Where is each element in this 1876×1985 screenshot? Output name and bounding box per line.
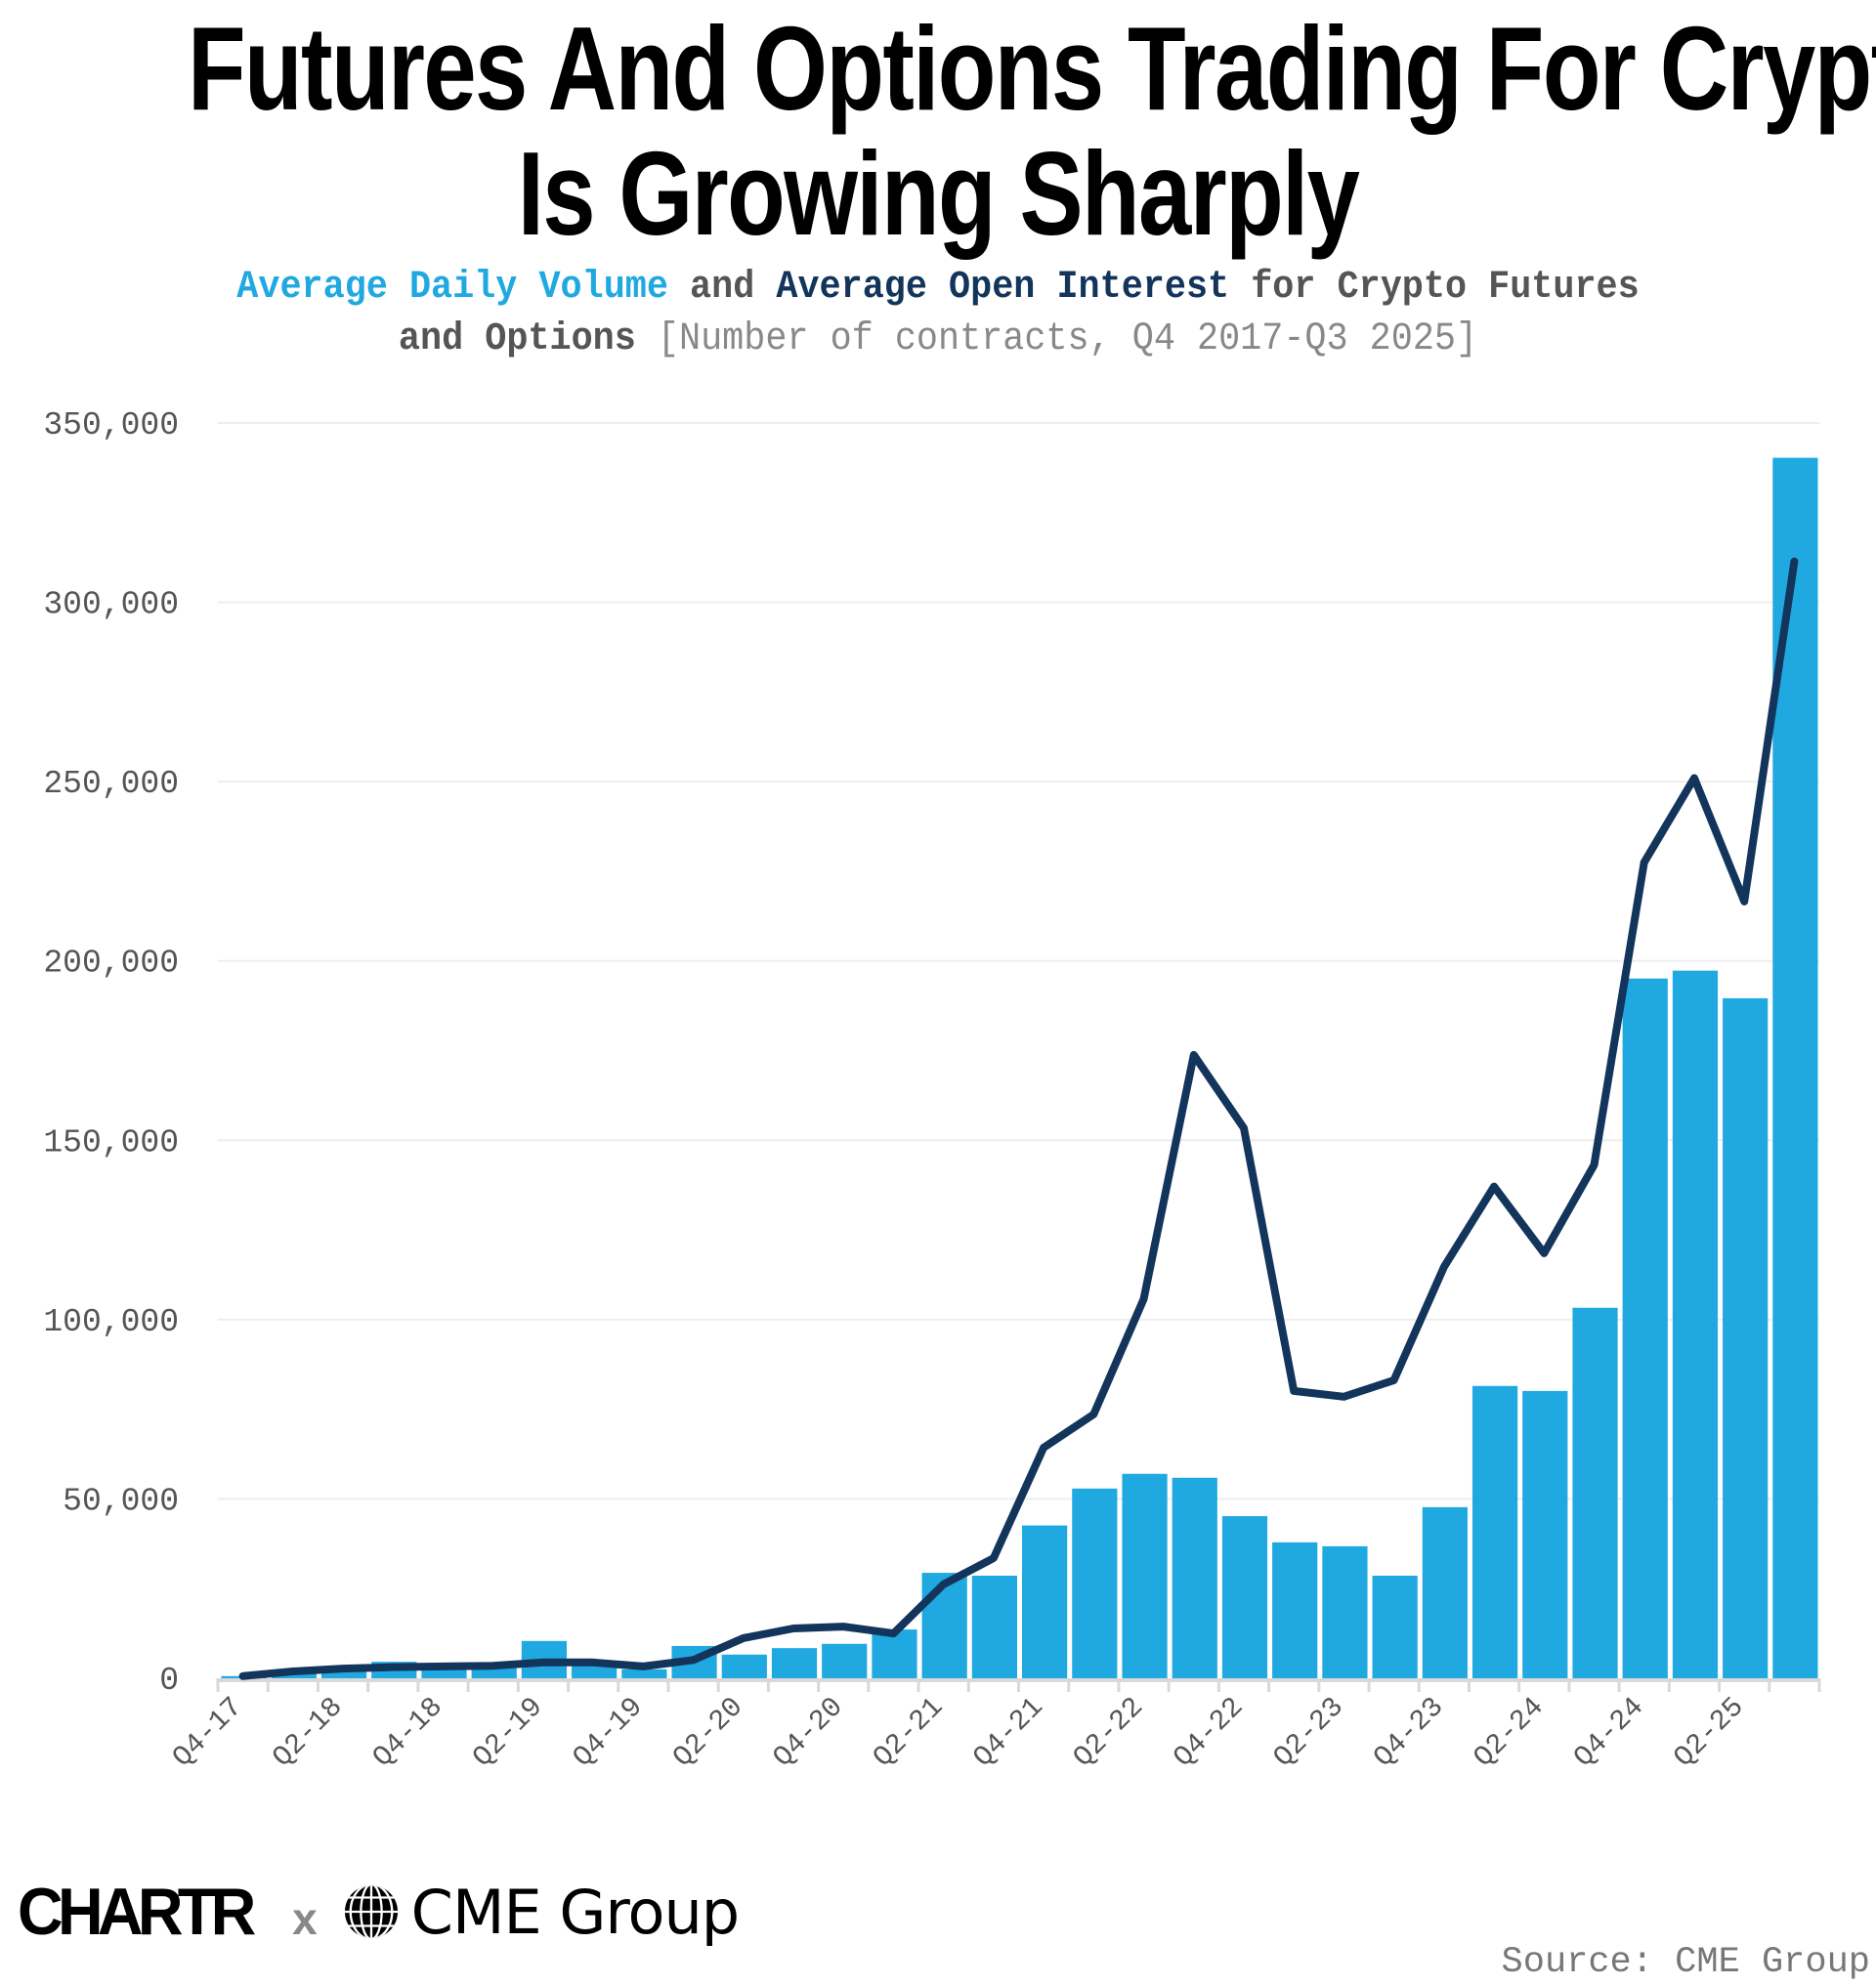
x-tick-label: Q2-25	[1668, 1691, 1751, 1774]
bar-q2-24	[1522, 1390, 1568, 1678]
y-tick-label: 50,000	[63, 1483, 179, 1519]
x-tick-label: Q4-20	[767, 1691, 850, 1774]
subtitle-text: for Crypto Futures	[1229, 266, 1640, 310]
subtitle-text-2: and Options	[398, 317, 636, 361]
cme-group-logo-text: CME Group	[410, 1876, 740, 1948]
bar-q4-20	[822, 1643, 868, 1678]
chart-title-line-1: Futures And Options Trading For Crypto	[188, 2, 1876, 135]
bar-q4-22	[1221, 1516, 1268, 1678]
y-tick-label: 200,000	[43, 946, 179, 982]
bar-q1-22	[1072, 1488, 1118, 1678]
bar-q2-23	[1322, 1545, 1368, 1678]
footer-logos: CHARTR x CME Group	[18, 1868, 740, 1956]
x-tick-label: Q2-24	[1468, 1691, 1551, 1774]
x-tick-label: Q2-18	[267, 1691, 350, 1774]
x-tick-label: Q2-19	[466, 1691, 549, 1774]
subtitle-open-interest-label: Average Open Interest	[776, 266, 1230, 310]
bar-q3-21	[971, 1575, 1017, 1678]
x-tick-label: Q2-23	[1267, 1691, 1350, 1774]
bar-q2-21	[921, 1573, 967, 1678]
bar-q3-23	[1372, 1575, 1418, 1678]
y-axis: 0 50,000 100,000 150,000 200,000 250,000 300,0…	[43, 407, 179, 1699]
bar-q1-24	[1471, 1385, 1518, 1678]
bar-q3-22	[1172, 1477, 1217, 1678]
bar-q4-19	[621, 1668, 667, 1678]
y-tick-label: 250,000	[43, 766, 179, 802]
bar-q1-23	[1272, 1542, 1318, 1678]
x-tick-label: Q2-22	[1067, 1691, 1150, 1774]
bar-q2-22	[1122, 1473, 1168, 1678]
x-tick-label: Q4-19	[567, 1691, 650, 1774]
chart-title-line-2: Is Growing Sharply	[517, 127, 1360, 260]
chart-title: Futures And Options Trading For Crypto I…	[188, 2, 1876, 260]
y-tick-label: 100,000	[43, 1304, 179, 1340]
x-tick-label: Q4-17	[166, 1691, 249, 1774]
x-tick-label: Q4-24	[1567, 1691, 1650, 1774]
bar-q2-25	[1723, 997, 1769, 1678]
source-note: Source: CME Group	[1501, 1942, 1870, 1983]
x-tick-label: Q4-18	[366, 1691, 449, 1774]
bar-q3-19	[572, 1664, 618, 1678]
bar-q2-20	[721, 1654, 767, 1678]
bar-q1-21	[872, 1629, 917, 1678]
globe-icon	[344, 1884, 398, 1939]
subtitle-and: and	[667, 266, 777, 310]
chartr-logo-text: CHARTR	[18, 1875, 256, 1949]
x-tick-label: Q4-22	[1167, 1691, 1250, 1774]
y-tick-label: 0	[159, 1663, 179, 1699]
bar-q4-21	[1022, 1525, 1068, 1678]
subtitle-volume-label: Average Daily Volume	[236, 266, 668, 310]
line-series-average-open-interest	[238, 557, 1799, 1680]
open-interest-line	[238, 557, 1799, 1680]
x-tick-label: Q2-21	[867, 1691, 950, 1774]
bar-q1-18	[271, 1672, 317, 1678]
y-tick-label: 150,000	[43, 1124, 179, 1161]
bar-q3-24	[1572, 1307, 1618, 1678]
y-tick-label: 300,000	[43, 587, 179, 623]
logo-separator: x	[292, 1893, 318, 1944]
chartr-logo: CHARTR	[18, 1875, 256, 1949]
y-tick-label: 350,000	[43, 407, 179, 443]
bar-q3-20	[771, 1648, 818, 1678]
bar-q4-24	[1622, 978, 1668, 1678]
chart-subtitle: Average Daily Volume and Average Open In…	[75, 262, 1801, 365]
bar-q1-19	[471, 1668, 517, 1678]
x-tick-label: Q2-20	[666, 1691, 749, 1774]
bar-q1-25	[1672, 970, 1719, 1678]
chart-canvas: 0 50,000 100,000 150,000 200,000 250,000 300,0…	[43, 407, 1821, 1774]
x-tick-label: Q4-23	[1367, 1691, 1450, 1774]
bar-q4-23	[1422, 1506, 1468, 1678]
subtitle-units: [Number of contracts, Q4 2017-Q3 2025]	[635, 317, 1478, 361]
x-axis: Q4-17 Q2-18 Q4-18 Q2-19 Q4-19 Q2-20 Q4-20 Q2-21…	[166, 1678, 1821, 1774]
x-tick-label: Q4-21	[967, 1691, 1050, 1774]
bar-series-average-daily-volume	[221, 457, 1818, 1679]
bar-q4-18	[421, 1668, 467, 1678]
